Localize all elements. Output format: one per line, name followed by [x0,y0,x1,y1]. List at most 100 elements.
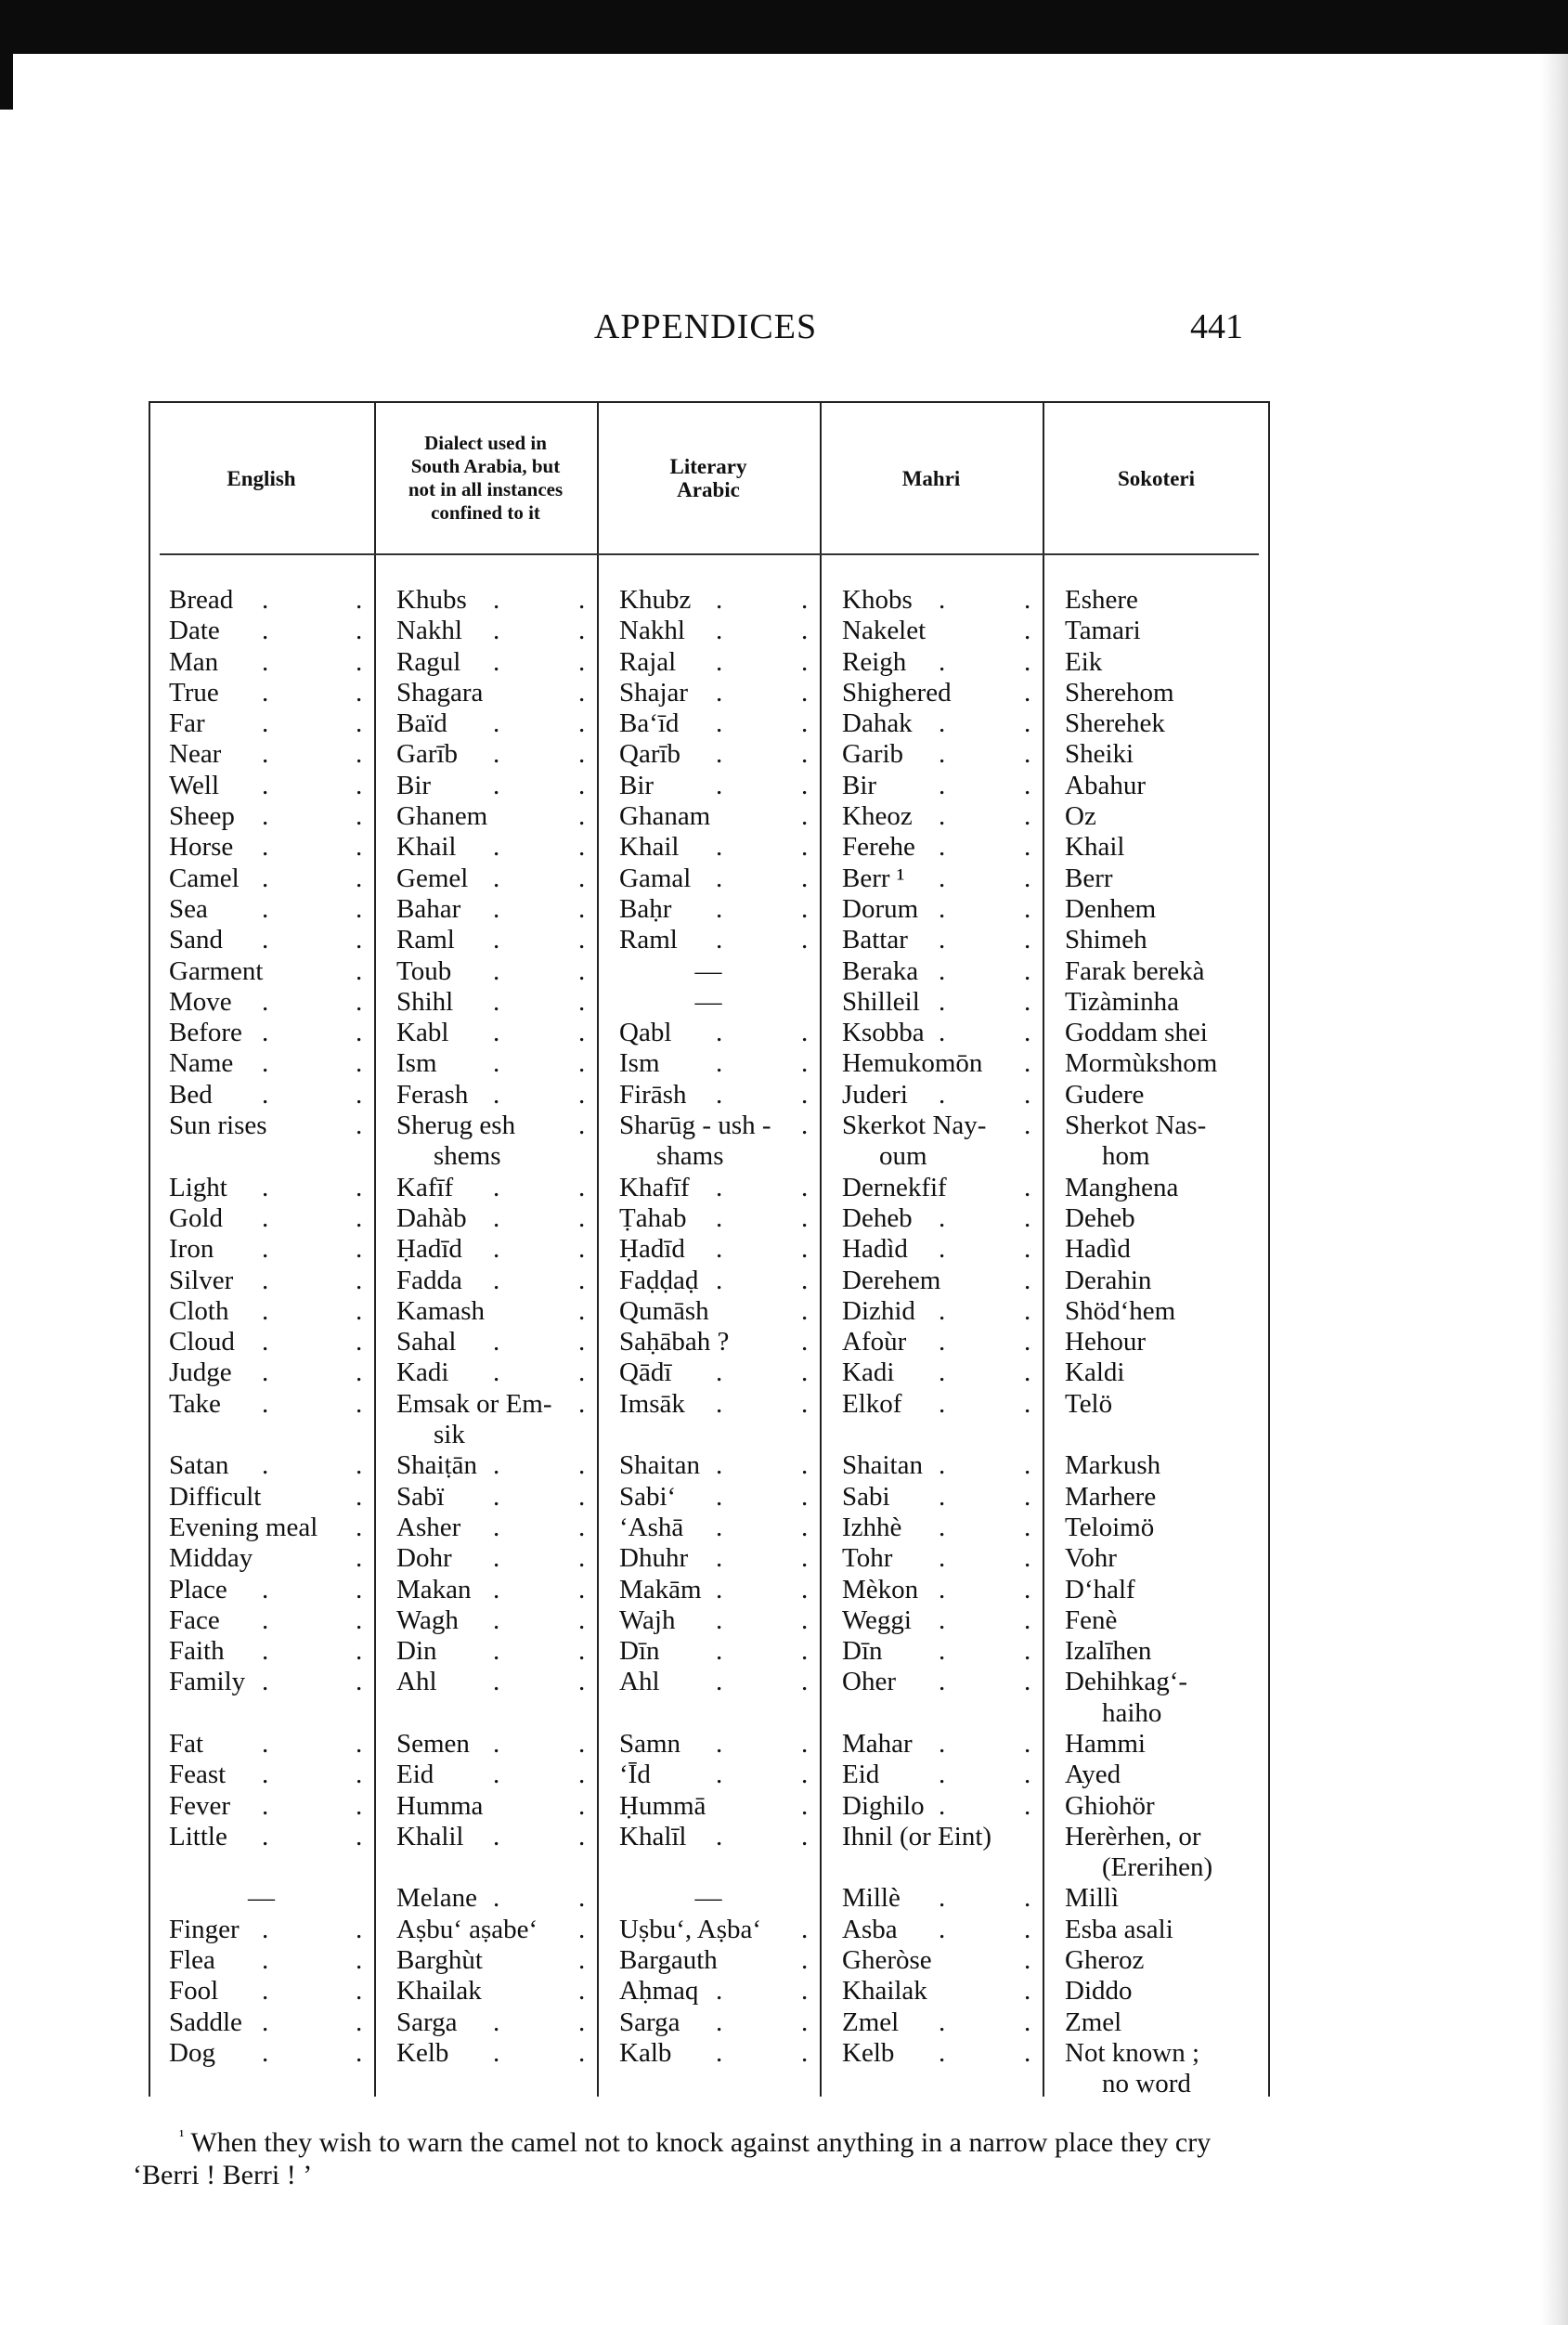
leader-dot: . [1024,1945,1031,1976]
cell-text: Nakhl [396,616,462,646]
leader-dot: . [578,1234,586,1265]
leader-dot: . [1024,1450,1031,1481]
cell-sokoteri: Deheb [1043,1203,1270,1234]
cell-dialect: Ahl.. [374,1667,597,1729]
cell-mahri: Mèkon.. [820,1575,1043,1605]
cell-english: Take.. [149,1389,374,1451]
leader-dot: . [578,1295,586,1326]
cell-text: Khail [396,832,457,863]
cell-sokoteri: Kaldi [1043,1357,1270,1388]
table-row: Well.. Bir.. Bir.. Bir.. Abahur [149,771,1270,801]
leader-dot: . [493,1667,500,1697]
leader-dot: . [578,1821,586,1851]
cell-text: Baïd [396,708,447,739]
table-row: Move.. Shihl.. — Shilleil.. Tizàminha [149,987,1270,1018]
cell-text: Dog [169,2037,215,2068]
leader-dot: . [493,893,500,924]
cell-text: Faḍḍaḍ [619,1265,699,1295]
cell-english: Faith.. [149,1636,374,1667]
leader-dot: . [493,1760,500,1790]
cell-english: Near.. [149,739,374,770]
cell-text: Fat [169,1728,204,1759]
cell-text: Hammi [1065,1728,1146,1759]
leader-dot: . [801,1481,809,1512]
cell-text: Shighered [842,677,952,708]
leader-dot: . [1024,955,1031,986]
leader-dot: . [493,1604,500,1635]
cell-mahri: Juderi.. [820,1080,1043,1111]
leader-dot: . [356,832,363,863]
leader-dot: . [1024,986,1031,1017]
cell-english: Place.. [149,1575,374,1605]
cell-mahri: Elkof.. [820,1389,1043,1451]
cell-text: Sherehek [1065,708,1165,739]
leader-dot: . [262,1079,269,1110]
leader-dot: . [939,801,946,832]
leader-dot: . [716,677,723,708]
cell-mahri: Bir.. [820,771,1043,801]
table-row: Bed.. Ferash.. Firāsh.. Juderi.. Gudere [149,1080,1270,1111]
leader-dot: . [1024,1265,1031,1295]
table-row: Garment. Toub.. — Beraka.. Farak berekà [149,956,1270,987]
cell-text: Tamari [1065,616,1141,646]
cell-literary-arabic: Makām.. [597,1575,820,1605]
leader-dot: . [939,708,946,739]
table-row: Near.. Garīb.. Qarīb.. Garib.. Sheiki [149,739,1270,770]
cell-text: Ragul [396,646,461,677]
leader-dot: . [578,1327,586,1357]
leader-dot: . [801,925,809,955]
leader-dot: . [1024,1234,1031,1265]
column-rules [149,403,1270,2097]
cell-mahri: Berr ¹.. [820,864,1043,894]
leader-dot: . [262,925,269,955]
column-divider [1043,403,1044,2097]
leader-dot: . [493,925,500,955]
leader-dot: . [493,1883,500,1914]
leader-dot: . [1024,1914,1031,1944]
cell-text: Shihl [396,986,454,1017]
cell-english: Move.. [149,987,374,1018]
cell-literary-arabic: Kalb.. [597,2038,820,2100]
leader-dot: . [578,832,586,863]
leader-dot: . [1024,739,1031,770]
leader-dot: . [716,1481,723,1512]
cell-english: Well.. [149,771,374,801]
cell-text: Bir [842,770,877,800]
table-header: English Dialect used in South Arabia, bu… [149,403,1270,555]
cell-text: Place [169,1574,227,1604]
cell-text: Horse [169,832,234,863]
table-row: Date.. Nakhl.. Nakhl.. Nakelet. Tamari [149,616,1270,646]
cell-dialect: Bir.. [374,771,597,801]
table-row: Evening meal. Asher.. ‘Ashā.. Izhhè.. Teloim… [149,1513,1270,1543]
cell-text: Sheep [169,801,235,832]
header-dialect: Dialect used in South Arabia, but not in… [408,432,564,524]
leader-dot: . [356,585,363,615]
cell-text: Barghùt [396,1945,483,1976]
leader-dot: . [939,1728,946,1759]
cell-literary-arabic: Bargauth. [597,1945,820,1976]
cell-text: Elkof [842,1388,902,1419]
table-row: — Melane.. — Millè.. Millì [149,1883,1270,1914]
cell-sokoteri: Izalīhen [1043,1636,1270,1667]
leader-dot: . [1024,832,1031,863]
cell-sokoteri: Gudere [1043,1080,1270,1111]
leader-dot: . [939,1295,946,1326]
leader-dot: . [356,986,363,1017]
cell-dialect: Khailak. [374,1976,597,2007]
cell-text: Gold [169,1202,223,1233]
cell-english: Sea.. [149,894,374,925]
leader-dot: . [801,1357,809,1388]
cell-text: Aḥmaq [619,1976,699,2007]
cell-dialect: Kabl.. [374,1018,597,1048]
cell-dialect: Wagh.. [374,1605,597,1636]
leader-dot: . [939,1760,946,1790]
cell-sokoteri: Herèrhen, or (Ererihen) [1043,1822,1270,1884]
cell-dialect: Shagara. [374,678,597,708]
leader-dot: . [801,1079,809,1110]
cell-sokoteri: Sherkot Nas-hom [1043,1111,1270,1173]
leader-dot: . [356,1018,363,1048]
leader-dot: . [716,616,723,646]
cell-sokoteri: Shöd‘hem [1043,1296,1270,1327]
leader-dot: . [262,1914,269,1944]
table-row: Horse.. Khail.. Khail.. Ferehe.. Khail [149,832,1270,863]
